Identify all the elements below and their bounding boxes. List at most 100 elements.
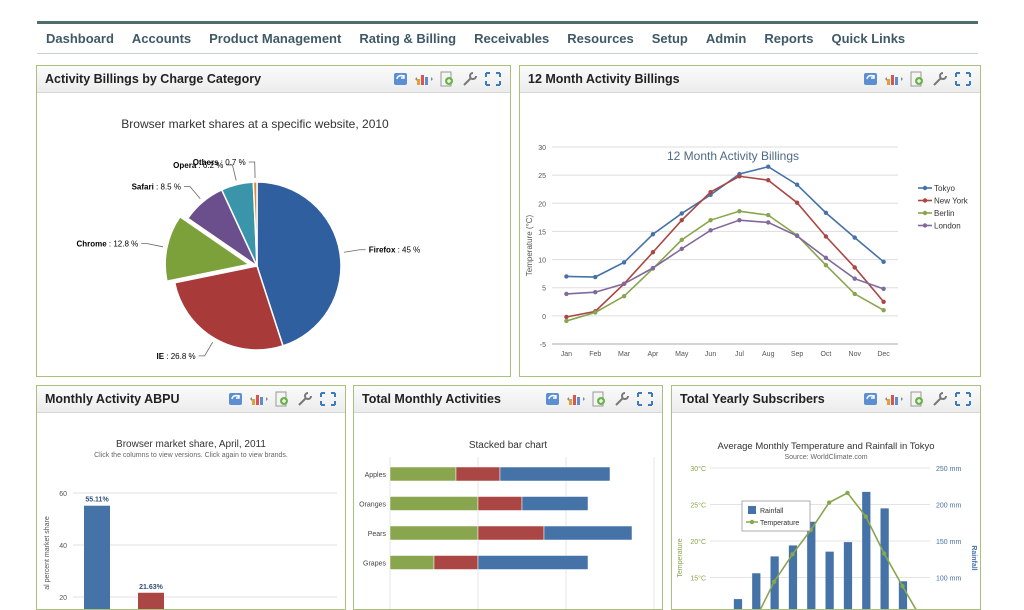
nav-admin[interactable]: Admin bbox=[705, 31, 747, 46]
refresh-icon[interactable] bbox=[862, 391, 880, 407]
chart-type-icon[interactable] bbox=[567, 391, 585, 407]
nav-dashboard[interactable]: Dashboard bbox=[46, 31, 114, 46]
export-icon[interactable] bbox=[438, 71, 456, 87]
export-icon[interactable] bbox=[590, 391, 608, 407]
stacked-bar-segment bbox=[543, 525, 633, 541]
refresh-icon[interactable] bbox=[544, 391, 562, 407]
nav-setup[interactable]: Setup bbox=[651, 31, 688, 46]
stacked-bar-segment bbox=[477, 496, 523, 511]
x-tick-label: Aug bbox=[762, 351, 775, 358]
legend-item: Tokyo bbox=[934, 184, 955, 193]
chart-type-icon[interactable] bbox=[885, 391, 903, 407]
temperature-point bbox=[771, 579, 777, 584]
data-point bbox=[794, 233, 800, 239]
refresh-icon[interactable] bbox=[392, 71, 410, 87]
stacked-bar-segment bbox=[389, 525, 479, 541]
series-line-new-york bbox=[566, 175, 885, 318]
chart-type-icon[interactable] bbox=[885, 71, 903, 87]
legend-marker bbox=[922, 210, 928, 216]
panel-header: Total Monthly Activities bbox=[354, 386, 662, 413]
x-tick-label: Oct bbox=[820, 351, 831, 358]
panel-header: Total Yearly Subscribers bbox=[672, 386, 980, 413]
y-axis-label: Temperature (°C) bbox=[525, 214, 534, 276]
nav-reports[interactable]: Reports bbox=[764, 31, 814, 46]
rainfall-bar bbox=[752, 573, 761, 609]
category-label: Apples bbox=[365, 472, 387, 479]
panel-total-yearly-subscribers: Total Yearly Subscribers Average Monthly… bbox=[671, 385, 981, 610]
rainfall-bar bbox=[788, 545, 798, 609]
y-left-tick-label: 20°C bbox=[690, 538, 706, 546]
panel-toolbar bbox=[862, 391, 980, 407]
nav-receivables[interactable]: Receivables bbox=[474, 31, 550, 46]
pie-connector bbox=[226, 164, 237, 181]
data-point bbox=[593, 274, 598, 280]
expand-icon[interactable] bbox=[636, 391, 654, 407]
temperature-line bbox=[759, 491, 917, 609]
settings-wrench-icon[interactable] bbox=[931, 71, 949, 87]
data-point bbox=[708, 189, 713, 195]
rainfall-bar bbox=[862, 491, 871, 609]
settings-wrench-icon[interactable] bbox=[931, 391, 949, 407]
expand-icon[interactable] bbox=[319, 391, 337, 407]
export-icon[interactable] bbox=[273, 391, 291, 407]
data-point bbox=[823, 234, 829, 239]
stacked-bar-segment bbox=[389, 555, 435, 570]
data-point bbox=[852, 265, 857, 270]
expand-icon[interactable] bbox=[954, 71, 972, 87]
chart-title: 12 Month Activity Billings bbox=[667, 149, 799, 163]
nav-quick-links[interactable]: Quick Links bbox=[831, 31, 906, 46]
stacked-bar-chart: Stacked bar chart Apples Oranges Pears Grape… bbox=[359, 440, 655, 609]
data-point bbox=[766, 212, 771, 218]
combo-chart: Average Monthly Temperature and Rainfall… bbox=[677, 441, 977, 609]
data-point bbox=[679, 217, 684, 223]
x-tick-label: Dec bbox=[877, 351, 890, 358]
data-point bbox=[881, 259, 886, 265]
nav-accounts[interactable]: Accounts bbox=[131, 31, 192, 46]
nav-rating-billing[interactable]: Rating & Billing bbox=[359, 31, 457, 46]
rainfall-bar bbox=[880, 508, 889, 609]
data-point bbox=[794, 182, 800, 187]
expand-icon[interactable] bbox=[484, 71, 502, 87]
data-point bbox=[564, 291, 569, 297]
category-label: Grapes bbox=[363, 561, 386, 568]
pie-label-chrome: Chrome : 12.8 % bbox=[76, 240, 138, 249]
nav-resources[interactable]: Resources bbox=[567, 31, 634, 46]
expand-icon[interactable] bbox=[954, 391, 972, 407]
panel-toolbar bbox=[544, 391, 662, 407]
export-icon[interactable] bbox=[908, 391, 926, 407]
data-point bbox=[593, 310, 598, 315]
temperature-point bbox=[790, 552, 795, 557]
chart-title: Browser market share, April, 2011 bbox=[116, 439, 266, 450]
data-point bbox=[679, 237, 684, 243]
chart-type-icon[interactable] bbox=[415, 71, 433, 87]
data-label: 21.63% bbox=[139, 584, 164, 591]
legend-marker bbox=[922, 223, 928, 228]
rainfall-bar bbox=[898, 581, 908, 609]
data-point bbox=[766, 164, 771, 169]
data-point bbox=[881, 286, 886, 292]
panel-header: 12 Month Activity Billings bbox=[520, 66, 980, 93]
export-icon[interactable] bbox=[908, 71, 926, 87]
nav-product-management[interactable]: Product Management bbox=[209, 31, 342, 46]
data-point bbox=[823, 263, 829, 268]
y-right-tick-label: 100 mm bbox=[936, 576, 961, 583]
pie-chart: Browser market shares at a specific webs… bbox=[76, 117, 420, 361]
pie-label-safari: Safari : 8.5 % bbox=[132, 182, 181, 191]
chart-type-icon[interactable] bbox=[250, 391, 268, 407]
settings-wrench-icon[interactable] bbox=[461, 71, 479, 87]
y-axis-label-left: Temperature bbox=[677, 538, 684, 577]
refresh-icon[interactable] bbox=[227, 391, 245, 407]
panel-activity-billings-by-charge-category: Activity Billings by Charge Category Bro… bbox=[36, 65, 511, 377]
stacked-bar-segment bbox=[433, 555, 479, 570]
data-point bbox=[881, 299, 886, 304]
stacked-bar-segment bbox=[499, 466, 611, 482]
pie-connector bbox=[198, 341, 214, 357]
settings-wrench-icon[interactable] bbox=[613, 391, 631, 407]
rainfall-bar bbox=[843, 542, 853, 609]
panel-header: Monthly Activity ABPU bbox=[37, 386, 345, 413]
settings-wrench-icon[interactable] bbox=[296, 391, 314, 407]
refresh-icon[interactable] bbox=[862, 71, 880, 87]
data-point bbox=[708, 217, 713, 223]
pie-slice-firefox bbox=[256, 181, 342, 347]
data-point bbox=[564, 274, 569, 279]
